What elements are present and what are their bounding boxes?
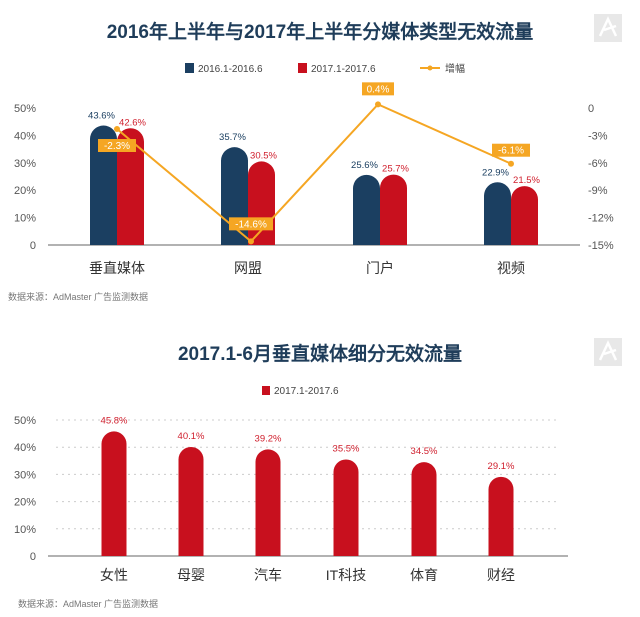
bar-2017	[101, 431, 127, 556]
x-tick-label: 视频	[497, 260, 525, 276]
y2-tick-label: -12%	[588, 213, 614, 225]
y-tick-label: 0	[30, 551, 36, 563]
y-tick-label: 0	[30, 240, 36, 252]
logo-icon	[594, 338, 622, 366]
legend-label: 2016.1-2016.6	[198, 64, 263, 75]
data-label: 35.5%	[333, 443, 360, 454]
y-tick-label: 40%	[14, 130, 36, 142]
y-tick-label: 30%	[14, 158, 36, 170]
source-note: 数据来源：AdMaster 广告监测数据	[8, 291, 148, 302]
data-label: 40.1%	[178, 431, 205, 442]
bar-2017	[380, 174, 407, 245]
x-tick-label: 体育	[410, 567, 438, 583]
y-tick-label: 10%	[14, 213, 36, 225]
growth-label: -14.6%	[235, 219, 267, 230]
bar-2017	[488, 476, 514, 556]
x-tick-label: IT科技	[326, 567, 366, 583]
growth-label-bg	[362, 82, 394, 96]
data-label: 43.6%	[88, 111, 115, 122]
data-label: 45.8%	[101, 415, 128, 426]
source-note: 数据来源：AdMaster 广告监测数据	[18, 598, 158, 609]
y-tick-label: 20%	[14, 185, 36, 197]
data-label: 25.6%	[351, 160, 378, 171]
growth-label-bg	[492, 143, 530, 157]
y-tick-label: 50%	[14, 103, 36, 115]
y-tick-label: 30%	[14, 469, 36, 481]
legend-swatch	[298, 63, 307, 73]
y-tick-label: 10%	[14, 524, 36, 536]
y-tick-label: 50%	[14, 415, 36, 427]
bar-2016	[353, 174, 380, 245]
bar-2017	[411, 462, 437, 556]
x-tick-label: 垂直媒体	[89, 260, 145, 276]
data-label: 25.7%	[382, 164, 409, 175]
y2-tick-label: -6%	[588, 158, 608, 170]
bar-2017	[117, 128, 144, 245]
bar-2017	[511, 186, 538, 245]
x-tick-label: 门户	[366, 260, 394, 276]
growth-label: 0.4%	[367, 84, 390, 95]
legend-marker	[427, 65, 433, 71]
x-tick-label: 财经	[487, 567, 515, 583]
y2-tick-label: -9%	[588, 185, 608, 197]
growth-line	[116, 103, 512, 243]
bar-2017	[333, 459, 359, 556]
data-label: 29.1%	[488, 461, 515, 472]
y-tick-label: 40%	[14, 442, 36, 454]
data-label: 21.5%	[513, 175, 540, 186]
y2-tick-label: 0	[588, 103, 594, 115]
bar-2017	[255, 449, 281, 556]
bar-2017	[178, 446, 204, 556]
legend-label: 增幅	[445, 62, 465, 75]
y2-tick-label: -3%	[588, 130, 608, 142]
data-label: 22.9%	[482, 167, 509, 178]
x-tick-label: 女性	[100, 567, 128, 583]
data-label: 42.6%	[119, 117, 146, 128]
data-label: 39.2%	[255, 433, 282, 444]
x-tick-label: 母婴	[177, 567, 205, 583]
x-tick-label: 网盟	[234, 260, 262, 276]
growth-point	[114, 126, 120, 133]
bar-2016	[484, 182, 511, 245]
legend-swatch	[185, 63, 194, 73]
data-label: 34.5%	[411, 446, 438, 457]
legend-label: 2017.1-2017.6	[311, 64, 376, 75]
data-label: 35.7%	[219, 132, 246, 143]
growth-label-bg	[229, 217, 273, 231]
growth-point	[375, 101, 381, 108]
bar-2017	[248, 161, 275, 245]
legend-label: 2017.1-2017.6	[274, 386, 339, 397]
chart-title: 2017.1-6月垂直媒体细分无效流量	[178, 342, 462, 365]
growth-point	[248, 238, 254, 245]
legend-swatch	[262, 386, 270, 395]
logo-mark	[598, 340, 618, 361]
data-label: 30.5%	[250, 150, 277, 161]
y-tick-label: 20%	[14, 497, 36, 509]
logo-mark	[598, 16, 618, 37]
growth-label: -2.3%	[104, 141, 130, 152]
growth-point	[508, 160, 514, 167]
growth-label-bg	[98, 139, 136, 153]
logo-icon	[594, 14, 622, 42]
bar-2016	[90, 125, 117, 245]
chart-title: 2016年上半年与2017年上半年分媒体类型无效流量	[107, 20, 534, 43]
y2-tick-label: -15%	[588, 240, 614, 252]
growth-label: -6.1%	[498, 146, 524, 157]
x-tick-label: 汽车	[254, 567, 282, 583]
